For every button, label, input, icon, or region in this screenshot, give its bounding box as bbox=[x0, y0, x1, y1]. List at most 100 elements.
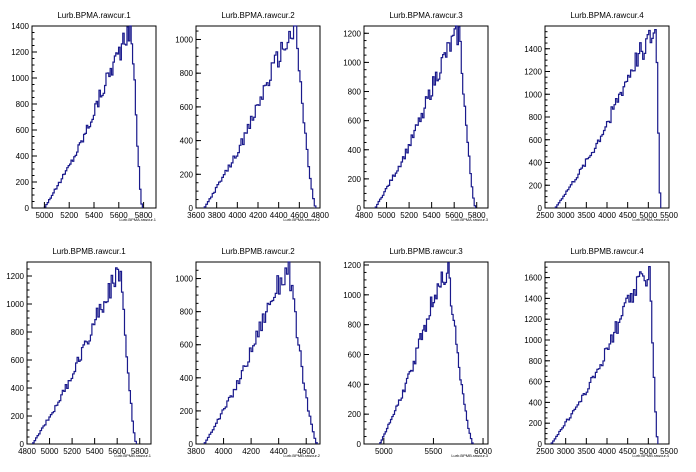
y-tick-label: 600 bbox=[180, 341, 194, 350]
x-tick-label: 5800 bbox=[135, 211, 153, 220]
x-tick-label: 5200 bbox=[63, 447, 81, 456]
x-tick-label: 5600 bbox=[445, 211, 463, 220]
x-tick-label: 5400 bbox=[86, 447, 104, 456]
y-tick-label: 200 bbox=[180, 170, 194, 179]
histogram-series bbox=[32, 267, 137, 444]
y-tick-label: 600 bbox=[529, 136, 543, 145]
x-tick-label: 5400 bbox=[423, 211, 441, 220]
x-tick-label: 4500 bbox=[619, 447, 637, 456]
y-tick-label: 0 bbox=[20, 440, 25, 449]
x-tick-label: 5200 bbox=[60, 211, 78, 220]
chart-title: Lurb.BPMB.rawcur.1 bbox=[52, 247, 126, 256]
plot-frame bbox=[195, 261, 321, 445]
chart-title: Lurb.BPMA.rawcur.4 bbox=[570, 11, 644, 20]
y-tick-label: 1000 bbox=[11, 74, 29, 83]
x-tick-label: 4800 bbox=[18, 447, 36, 456]
x-tick-label: 4200 bbox=[242, 447, 260, 456]
histogram-panel-8: Lurb.BPMB.rawcur.4 0 200 400 600 800 1000 1200 1… bbox=[524, 244, 678, 458]
y-tick-label: 1400 bbox=[524, 45, 542, 54]
x-tick-label: 4000 bbox=[215, 447, 233, 456]
x-tick-label: 5600 bbox=[110, 211, 128, 220]
x-tick-label: 5600 bbox=[108, 447, 126, 456]
histogram-series bbox=[379, 262, 474, 444]
plot-frame bbox=[195, 25, 321, 209]
histogram-panel-1: Lurb.BPMA.rawcur.1 0 200 400 600 800 1000 1200 1… bbox=[11, 8, 157, 222]
y-tick-label: 400 bbox=[529, 398, 543, 407]
y-tick-label: 1000 bbox=[175, 35, 193, 44]
x-tick-label: 5500 bbox=[660, 211, 678, 220]
x-tick-label: 5400 bbox=[85, 211, 103, 220]
y-tick-label: 1000 bbox=[343, 58, 361, 67]
y-tick-label: 800 bbox=[11, 328, 25, 337]
histogram-series bbox=[203, 261, 318, 444]
y-tick-label: 400 bbox=[529, 159, 543, 168]
y-tick-label: 800 bbox=[348, 88, 362, 97]
y-tick-label: 0 bbox=[538, 204, 543, 213]
x-tick-label: 4000 bbox=[598, 211, 616, 220]
title-box bbox=[212, 244, 304, 258]
y-tick-label: 1400 bbox=[11, 22, 29, 31]
title-box bbox=[48, 8, 140, 22]
x-axis-label: Lurb.BPMA.rawcur.2 bbox=[283, 217, 320, 222]
x-tick-label: 2500 bbox=[536, 211, 554, 220]
y-tick-label: 400 bbox=[16, 152, 30, 161]
histogram-series bbox=[554, 28, 662, 208]
x-tick-label: 3500 bbox=[577, 447, 595, 456]
y-tick-label: 1000 bbox=[524, 90, 542, 99]
x-tick-label: 4500 bbox=[619, 211, 637, 220]
y-tick-label: 0 bbox=[357, 440, 362, 449]
chart-title: Lurb.BPMB.rawcur.4 bbox=[570, 247, 644, 256]
y-tick-label: 200 bbox=[180, 407, 194, 416]
x-axis-label: Lurb.BPMB.rawcur.1 bbox=[114, 453, 151, 458]
histogram-series bbox=[43, 25, 143, 208]
y-tick-label: 1000 bbox=[524, 336, 542, 345]
title-box bbox=[212, 8, 304, 22]
y-tick-label: 800 bbox=[180, 308, 194, 317]
plot-frame bbox=[544, 25, 670, 209]
plot-frame bbox=[31, 25, 157, 209]
x-axis-label: Lurb.BPMB.rawcur.4 bbox=[632, 453, 669, 458]
y-tick-label: 1000 bbox=[175, 275, 193, 284]
y-tick-label: 600 bbox=[180, 103, 194, 112]
x-tick-label: 4000 bbox=[598, 447, 616, 456]
title-box bbox=[380, 8, 472, 22]
histogram-series bbox=[374, 25, 477, 208]
y-tick-label: 400 bbox=[348, 380, 362, 389]
histogram-panel-4: Lurb.BPMA.rawcur.4 0 200 400 600 800 1000 1200 1… bbox=[524, 8, 678, 222]
x-tick-label: 3000 bbox=[557, 211, 575, 220]
y-tick-label: 1200 bbox=[524, 68, 542, 77]
y-tick-label: 1200 bbox=[343, 261, 361, 270]
y-tick-label: 0 bbox=[25, 204, 30, 213]
y-tick-label: 1200 bbox=[11, 48, 29, 57]
histogram-panel-2: Lurb.BPMA.rawcur.2 0 200 400 600 800 1000 3600 3… bbox=[175, 8, 329, 222]
y-tick-label: 400 bbox=[348, 146, 362, 155]
histogram-panel-3: Lurb.BPMA.rawcur.3 0 200 400 600 800 1000 1200 4… bbox=[343, 8, 489, 222]
x-tick-label: 3500 bbox=[577, 211, 595, 220]
chart-title: Lurb.BPMB.rawcur.3 bbox=[389, 247, 463, 256]
x-tick-label: 4400 bbox=[270, 447, 288, 456]
x-tick-label: 4200 bbox=[249, 211, 267, 220]
y-tick-label: 0 bbox=[357, 204, 362, 213]
x-tick-label: 3000 bbox=[557, 447, 575, 456]
y-tick-label: 400 bbox=[180, 137, 194, 146]
x-axis-label: Lurb.BPMB.rawcur.2 bbox=[283, 453, 320, 458]
x-tick-label: 5000 bbox=[639, 211, 657, 220]
y-tick-label: 800 bbox=[529, 113, 543, 122]
y-tick-label: 0 bbox=[189, 440, 194, 449]
y-tick-label: 1600 bbox=[524, 274, 542, 283]
chart-title: Lurb.BPMB.rawcur.2 bbox=[221, 247, 295, 256]
x-tick-label: 4000 bbox=[228, 211, 246, 220]
y-tick-label: 200 bbox=[11, 412, 25, 421]
y-tick-label: 600 bbox=[348, 350, 362, 359]
x-tick-label: 3600 bbox=[187, 211, 205, 220]
y-tick-label: 200 bbox=[529, 419, 543, 428]
x-tick-label: 3800 bbox=[208, 211, 226, 220]
y-tick-label: 400 bbox=[11, 384, 25, 393]
chart-title: Lurb.BPMA.rawcur.3 bbox=[389, 11, 463, 20]
x-tick-label: 5000 bbox=[639, 447, 657, 456]
x-tick-label: 5500 bbox=[425, 447, 443, 456]
plot-frame bbox=[544, 261, 670, 445]
y-tick-label: 0 bbox=[189, 204, 194, 213]
y-tick-label: 400 bbox=[180, 374, 194, 383]
